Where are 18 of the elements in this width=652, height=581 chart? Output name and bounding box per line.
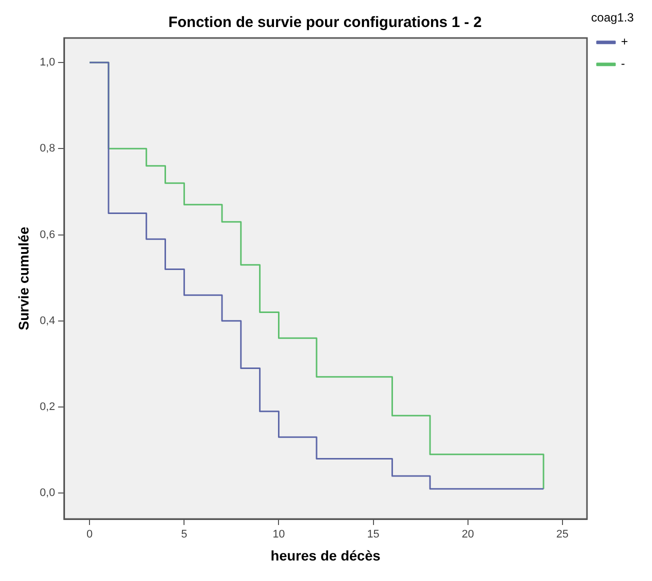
y-tick-label: 1,0 (40, 56, 56, 69)
chart-title: Fonction de survie pour configurations 1 - 2 (168, 14, 482, 32)
legend-label: - (620, 56, 625, 71)
x-tick-label: 15 (367, 528, 380, 541)
x-tick-label: 5 (181, 528, 188, 541)
x-tick-label: 25 (556, 528, 569, 541)
y-tick-label: 0,0 (40, 487, 56, 500)
y-tick-label: 0,8 (40, 142, 56, 155)
y-axis-title: Survie cumulée (15, 226, 32, 330)
legend-label: + (620, 34, 628, 49)
y-tick-label: 0,2 (40, 401, 56, 414)
y-tick-label: 0,4 (40, 314, 56, 327)
x-tick-label: 10 (272, 528, 285, 541)
legend-title: coag1.3 (591, 10, 634, 24)
x-tick-label: 20 (462, 528, 474, 541)
x-tick-label: 0 (86, 528, 93, 541)
y-tick-label: 0,6 (40, 228, 56, 241)
x-axis-title: heures de décès (270, 547, 381, 564)
